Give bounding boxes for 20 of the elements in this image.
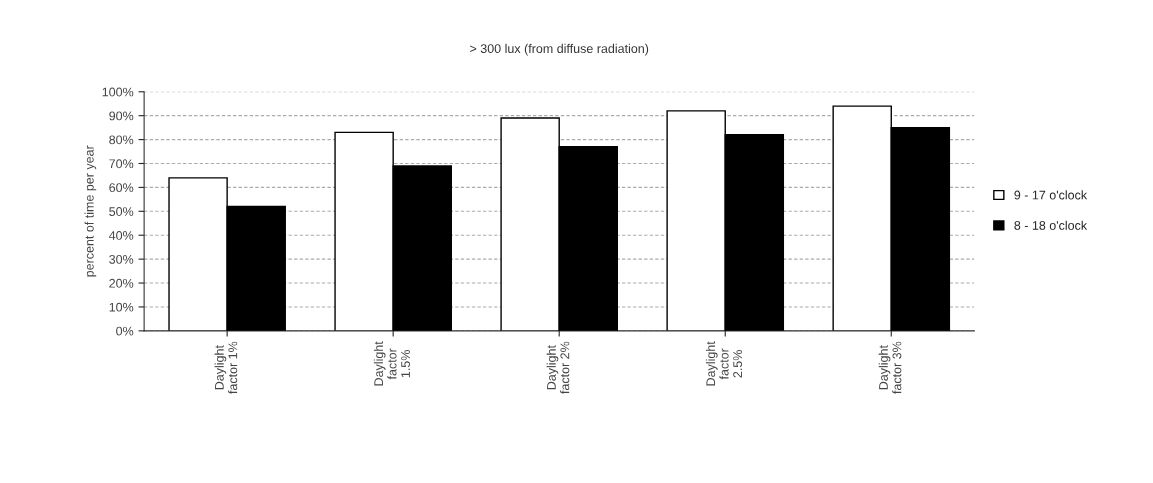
y-tick-label: 0% <box>116 326 134 336</box>
x-tick-label: Daylight factor 1% <box>214 341 238 394</box>
x-tick-label: Daylight factor 2.5% <box>705 341 743 386</box>
y-tick-label: 30% <box>109 254 134 264</box>
y-tick-label: 10% <box>109 302 134 312</box>
legend-label: 9 - 17 o'clock <box>1014 190 1088 200</box>
y-tick-label: 90% <box>109 111 134 121</box>
y-axis-title: percent of time per year <box>84 145 97 277</box>
y-tick-label: 100% <box>102 87 134 97</box>
legend-label: 8 - 18 o'clock <box>1014 220 1088 230</box>
x-tick-label: Daylight factor 2% <box>546 341 570 394</box>
y-tick-label: 20% <box>109 278 134 288</box>
x-tick-label: Daylight factor 1.5% <box>373 341 410 386</box>
y-tick-label: 80% <box>109 135 134 145</box>
x-tick-label: Daylight factor 3% <box>878 341 902 394</box>
y-tick-label: 60% <box>109 183 134 193</box>
y-tick-label: 70% <box>109 159 134 169</box>
y-tick-label: 40% <box>108 231 134 240</box>
y-tick-label: 50% <box>109 207 134 216</box>
chart-title: > 300 lux (from diffuse radiation) <box>470 43 649 56</box>
